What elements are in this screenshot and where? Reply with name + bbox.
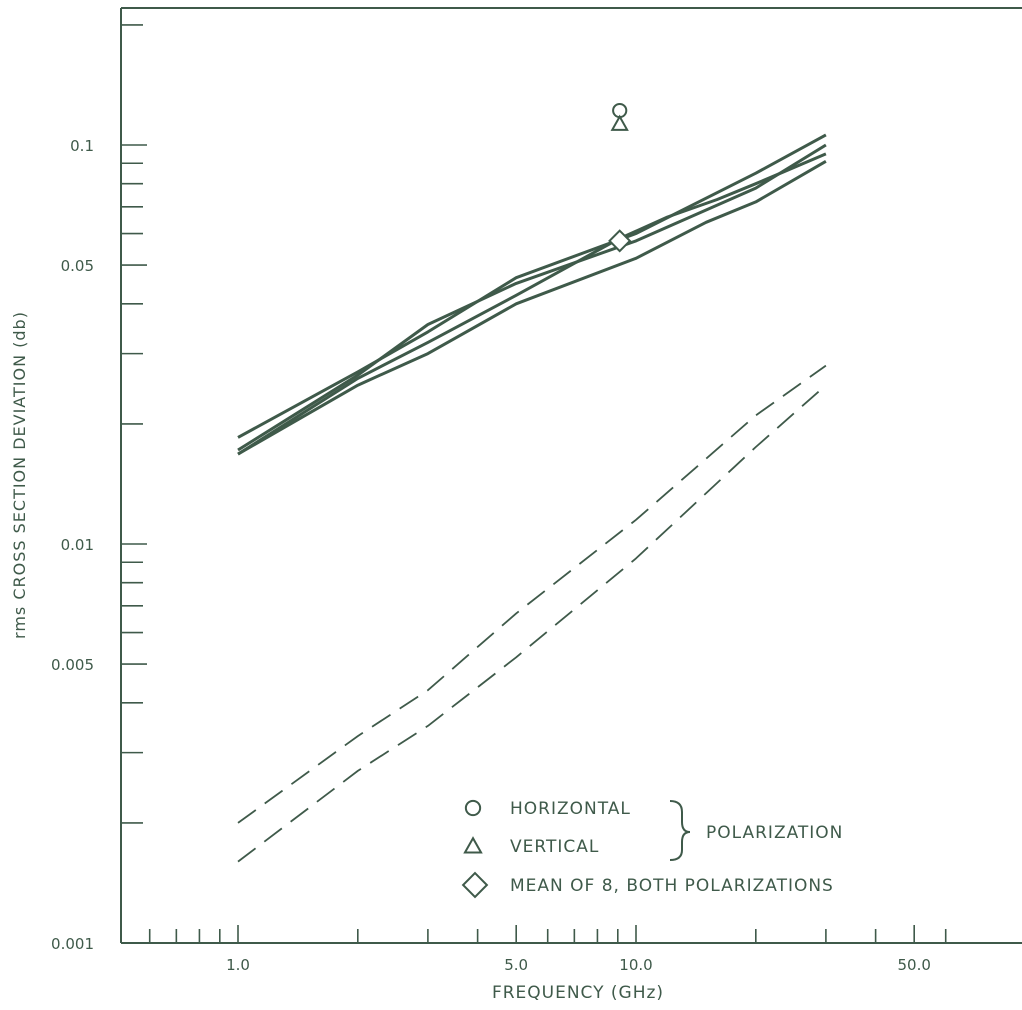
x-tick-label: 1.0 bbox=[226, 956, 250, 974]
diamond-data-point bbox=[608, 229, 632, 253]
solid-series-line bbox=[237, 133, 827, 439]
legend-label: VERTICAL bbox=[510, 837, 599, 857]
y-tick-label: 0.001 bbox=[51, 935, 94, 953]
triangle-data-point bbox=[610, 114, 629, 131]
y-tick-label: 0.005 bbox=[51, 656, 94, 674]
legend-diamond-marker bbox=[461, 871, 489, 899]
y-tick-label: 0.1 bbox=[70, 137, 94, 155]
legend-circle-marker bbox=[464, 799, 482, 817]
dashed-series-line bbox=[237, 384, 827, 863]
legend-label: HORIZONTAL bbox=[510, 799, 631, 819]
legend-triangle-marker bbox=[463, 836, 483, 854]
x-tick-label: 10.0 bbox=[619, 956, 652, 974]
legend-group-label: POLARIZATION bbox=[706, 823, 843, 843]
legend-brace bbox=[669, 800, 691, 861]
dashed-series-line bbox=[237, 364, 827, 824]
legend-label: MEAN OF 8, BOTH POLARIZATIONS bbox=[510, 876, 834, 896]
x-axis-label: FREQUENCY (GHz) bbox=[492, 983, 664, 1003]
solid-series-line bbox=[237, 160, 827, 456]
solid-series-line bbox=[237, 143, 827, 452]
y-tick-label: 0.01 bbox=[61, 536, 94, 554]
y-axis-label: rms CROSS SECTION DEVIATION (db) bbox=[10, 311, 29, 639]
x-tick-label: 5.0 bbox=[504, 956, 528, 974]
y-tick-label: 0.05 bbox=[61, 257, 94, 275]
x-tick-label: 50.0 bbox=[897, 956, 930, 974]
solid-series-line bbox=[237, 152, 827, 456]
